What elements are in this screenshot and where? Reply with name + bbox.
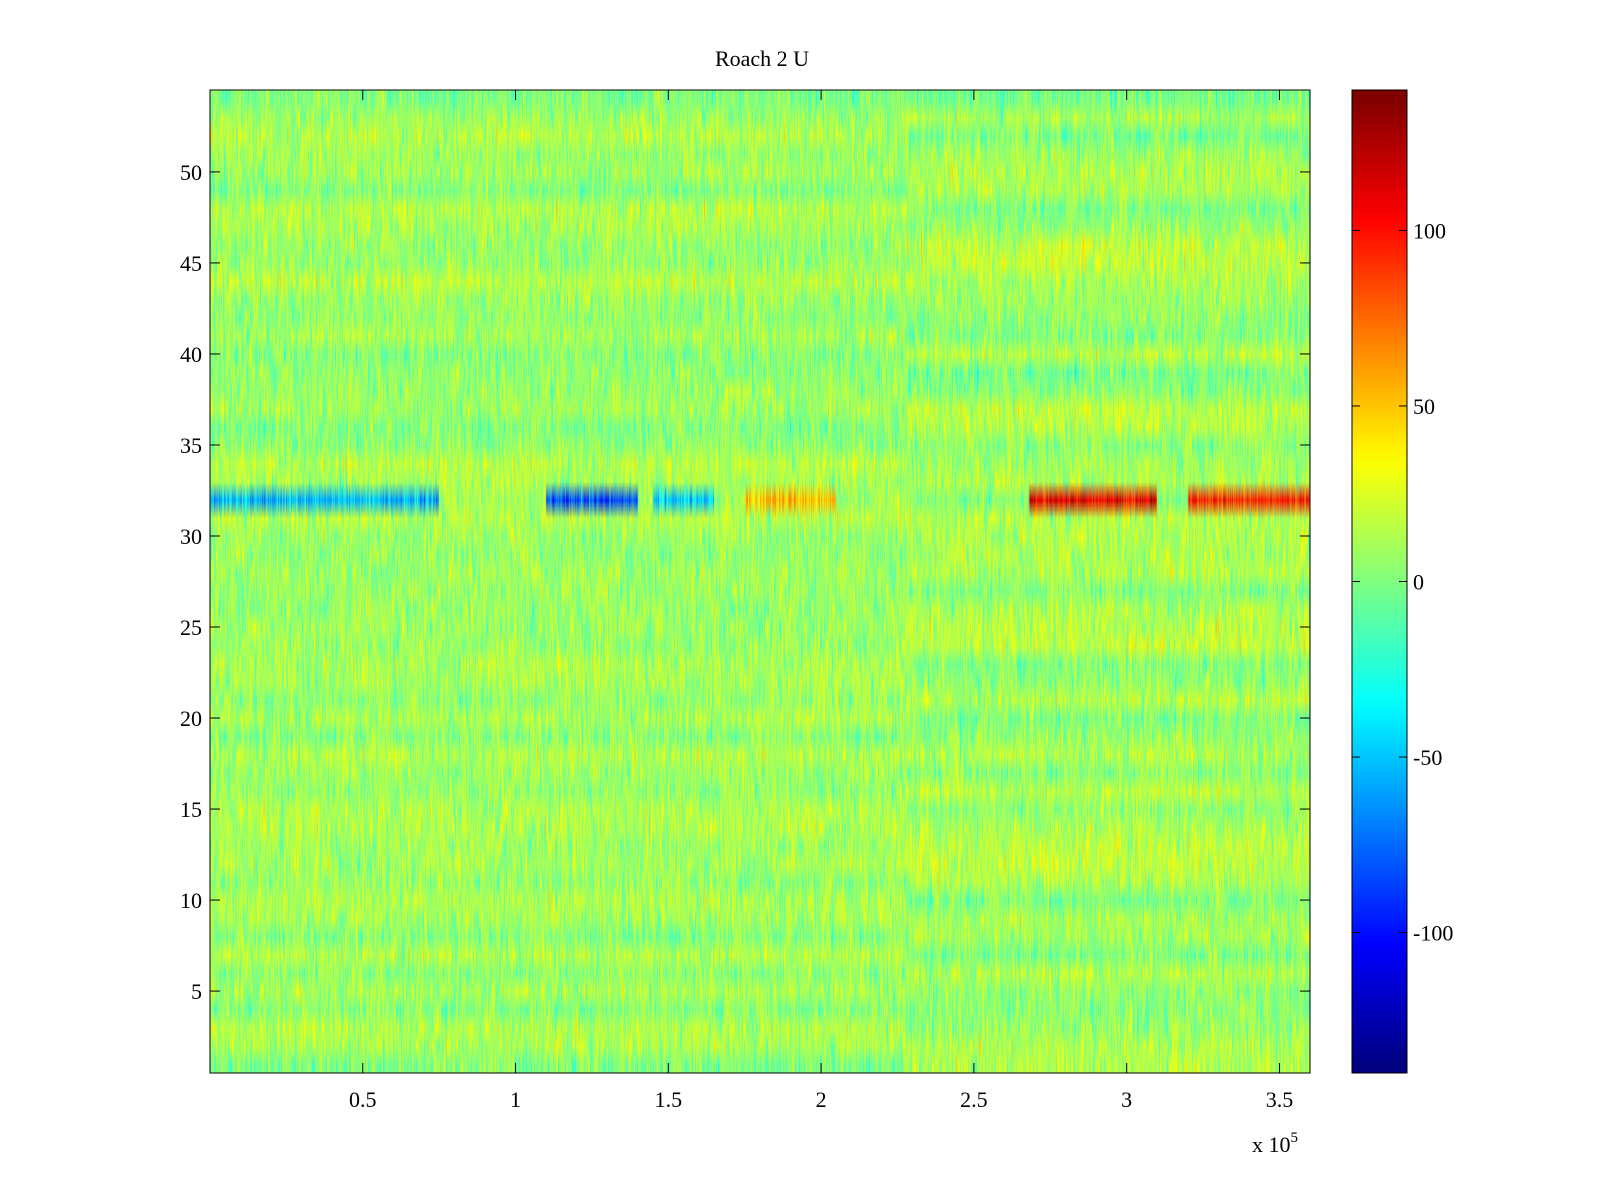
heatmap-cells: [210, 90, 1310, 1073]
x-axis: 0.5 1 1.5 2 2.5 3 3.5: [349, 90, 1293, 1112]
x-tick-label: 2.5: [960, 1087, 988, 1112]
y-tick-label: 50: [180, 160, 202, 185]
colorbar-gradient: [1352, 90, 1407, 1073]
y-tick-label: 30: [180, 524, 202, 549]
x-tick-label: 3: [1121, 1087, 1132, 1112]
x-tick-label: 3.5: [1266, 1087, 1294, 1112]
x-tick-label: 1: [510, 1087, 521, 1112]
y-tick-label: 5: [191, 979, 202, 1004]
y-tick-label: 35: [180, 433, 202, 458]
x-tick-label: 0.5: [349, 1087, 377, 1112]
y-tick-label: 25: [180, 615, 202, 640]
x-tick-label: 1.5: [655, 1087, 683, 1112]
plot-frame: [209, 89, 1311, 1074]
colorbar-tick-label: 0: [1413, 570, 1424, 595]
colorbar-tick-label: -50: [1413, 745, 1442, 770]
x-tick-label: 2: [816, 1087, 827, 1112]
colorbar-tick-label: -100: [1413, 921, 1453, 946]
y-axis: 5 10 15 20 25 30 35 40 45 50: [180, 160, 1310, 1004]
x-multiplier-label: x 105: [1252, 1130, 1298, 1157]
y-tick-label: 10: [180, 888, 202, 913]
y-tick-label: 40: [180, 342, 202, 367]
x-multiplier-exponent: 5: [1291, 1130, 1299, 1146]
chart-title: Roach 2 U: [715, 46, 809, 71]
y-tick-label: 20: [180, 706, 202, 731]
colorbar-axis: -100 -50 0 50 100: [1352, 218, 1453, 946]
colorbar-tick-label: 50: [1413, 394, 1435, 419]
y-tick-label: 15: [180, 797, 202, 822]
colorbar-tick-label: 100: [1413, 218, 1446, 243]
y-tick-label: 45: [180, 251, 202, 276]
